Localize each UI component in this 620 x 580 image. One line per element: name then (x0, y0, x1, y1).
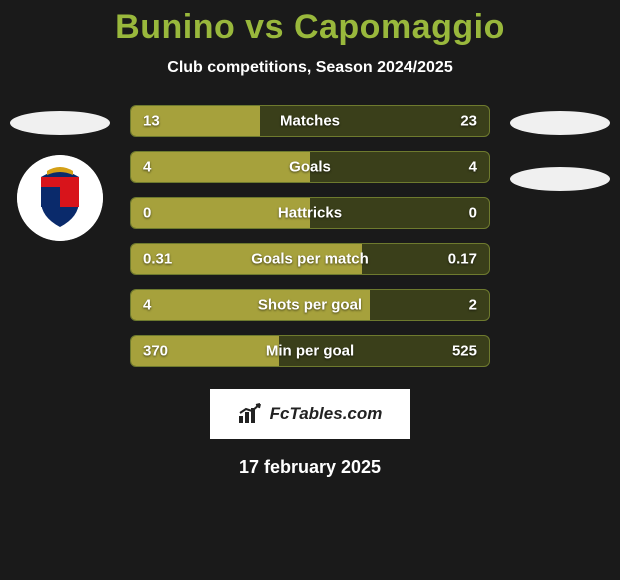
stat-value-right: 525 (452, 343, 477, 360)
stat-label: Min per goal (131, 343, 489, 360)
stat-label: Hattricks (131, 205, 489, 222)
stat-value-right: 0 (469, 205, 477, 222)
stat-value-right: 0.17 (448, 251, 477, 268)
stats-bars: 13Matches23 4Goals4 0Hattricks0 0.31Goals p… (130, 105, 490, 367)
subtitle: Club competitions, Season 2024/2025 (0, 59, 620, 77)
stat-row: 4Shots per goal2 (130, 289, 490, 321)
stat-label: Matches (131, 113, 489, 130)
comparison-card: Bunino vs Capomaggio Club competitions, … (0, 0, 620, 478)
page-title: Bunino vs Capomaggio (0, 8, 620, 47)
left-player-col (0, 105, 120, 241)
stat-row: 0.31Goals per match0.17 (130, 243, 490, 275)
brand-text: FcTables.com (270, 404, 383, 424)
stat-row: 4Goals4 (130, 151, 490, 183)
stat-row: 370Min per goal525 (130, 335, 490, 367)
brand-chart-icon (238, 403, 264, 425)
stat-row: 13Matches23 (130, 105, 490, 137)
player-photo-placeholder (10, 111, 110, 135)
stat-value-right: 4 (469, 159, 477, 176)
brand-badge: FcTables.com (210, 389, 410, 439)
stat-label: Goals (131, 159, 489, 176)
crest-icon (17, 155, 103, 241)
club-crest-placeholder (510, 167, 610, 191)
stat-label: Goals per match (131, 251, 489, 268)
stat-value-right: 2 (469, 297, 477, 314)
stat-value-right: 23 (460, 113, 477, 130)
stat-row: 0Hattricks0 (130, 197, 490, 229)
date-label: 17 february 2025 (0, 457, 620, 478)
right-player-col (500, 105, 620, 217)
content-area: 13Matches23 4Goals4 0Hattricks0 0.31Goals p… (0, 105, 620, 367)
stat-label: Shots per goal (131, 297, 489, 314)
player-photo-placeholder (510, 111, 610, 135)
club-crest (17, 155, 103, 241)
